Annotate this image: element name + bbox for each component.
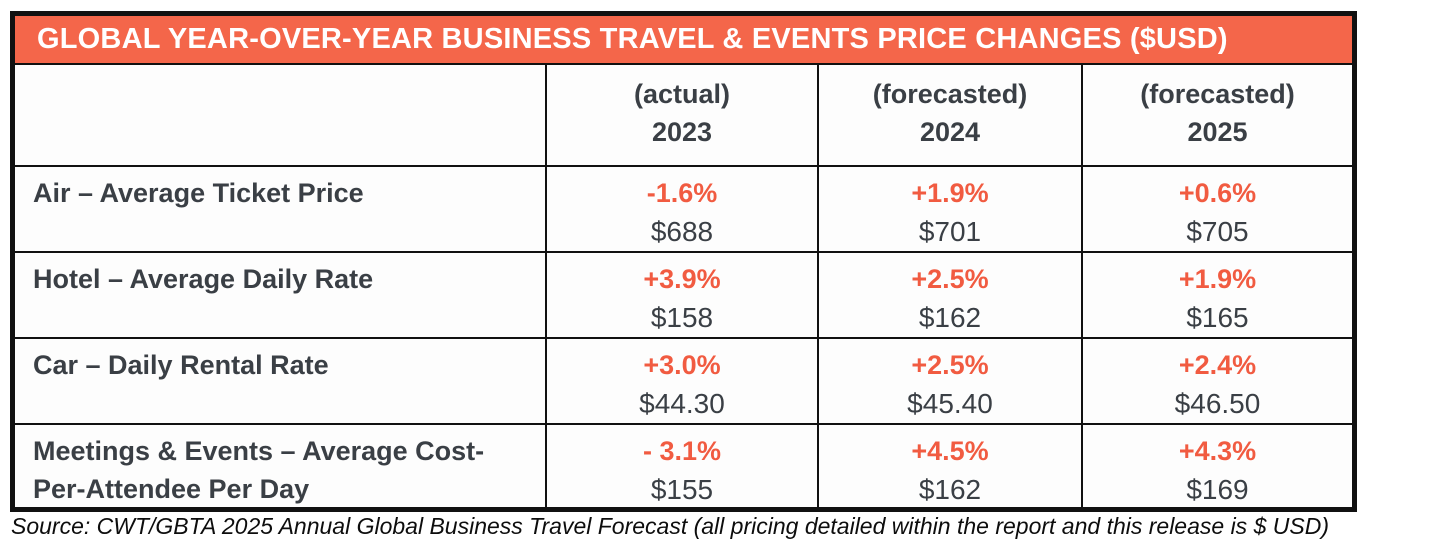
price-table: GLOBAL YEAR-OVER-YEAR BUSINESS TRAVEL & … (10, 11, 1357, 512)
price-value: $162 (918, 474, 982, 505)
column-year-2025: 2025 (1187, 117, 1248, 147)
column-qualifier-2023: (actual) (633, 79, 731, 109)
price-value: $701 (918, 216, 982, 247)
pct-value: +4.3% (1178, 436, 1257, 466)
price-value: $165 (1186, 302, 1249, 333)
cell-meetings-2025: +4.3% $169 (1081, 423, 1352, 507)
row-label-car: Car – Daily Rental Rate (15, 337, 545, 423)
column-header-2025: (forecasted) 2025 (1081, 65, 1352, 165)
cell-hotel-2025: +1.9% $165 (1081, 251, 1352, 337)
pct-value: +0.6% (1178, 178, 1257, 208)
price-value: $44.30 (639, 388, 725, 419)
price-value: $162 (918, 302, 982, 333)
column-year-2024: 2024 (919, 117, 981, 147)
cell-air-2023: -1.6% $688 (545, 165, 817, 251)
column-year-2023: 2023 (651, 117, 713, 147)
price-value: $688 (650, 216, 714, 247)
column-qualifier-2025: (forecasted) (1140, 79, 1295, 109)
cell-air-2025: +0.6% $705 (1081, 165, 1352, 251)
cell-car-2023: +3.0% $44.30 (545, 337, 817, 423)
cell-hotel-2024: +2.5% $162 (817, 251, 1081, 337)
price-value: $705 (1186, 216, 1249, 247)
row-label-hotel: Hotel – Average Daily Rate (15, 251, 545, 337)
row-label-air: Air – Average Ticket Price (15, 165, 545, 251)
price-value: $169 (1186, 474, 1249, 505)
price-value: $45.40 (907, 388, 993, 419)
cell-car-2024: +2.5% $45.40 (817, 337, 1081, 423)
column-qualifier-2024: (forecasted) (872, 79, 1028, 109)
cell-air-2024: +1.9% $701 (817, 165, 1081, 251)
pct-value: +2.5% (911, 350, 989, 380)
pct-value: +1.9% (911, 178, 989, 208)
header-spacer-cell (15, 65, 545, 165)
cell-hotel-2023: +3.9% $158 (545, 251, 817, 337)
source-note: Source: CWT/GBTA 2025 Annual Global Busi… (11, 513, 1329, 539)
pct-value: +1.9% (1178, 264, 1257, 294)
pct-value: +2.5% (911, 264, 989, 294)
table-title: GLOBAL YEAR-OVER-YEAR BUSINESS TRAVEL & … (15, 16, 1352, 65)
row-label-meetings-events: Meetings & Events – Average Cost-Per-Att… (15, 423, 545, 507)
pct-value: -1.6% (646, 178, 718, 208)
pct-value: +3.0% (643, 350, 721, 380)
pct-value: +4.5% (911, 436, 989, 466)
price-value: $155 (650, 474, 714, 505)
cell-meetings-2023: - 3.1% $155 (545, 423, 817, 507)
column-header-2024: (forecasted) 2024 (817, 65, 1081, 165)
pct-value: +3.9% (643, 264, 721, 294)
price-value: $46.50 (1174, 388, 1261, 419)
cell-meetings-2024: +4.5% $162 (817, 423, 1081, 507)
table-grid: (actual) 2023 (forecasted) 2024 (forecas… (15, 65, 1352, 507)
column-header-2023: (actual) 2023 (545, 65, 817, 165)
cell-car-2025: +2.4% $46.50 (1081, 337, 1352, 423)
pct-value: - 3.1% (642, 436, 722, 466)
pct-value: +2.4% (1178, 350, 1257, 380)
price-value: $158 (650, 302, 714, 333)
